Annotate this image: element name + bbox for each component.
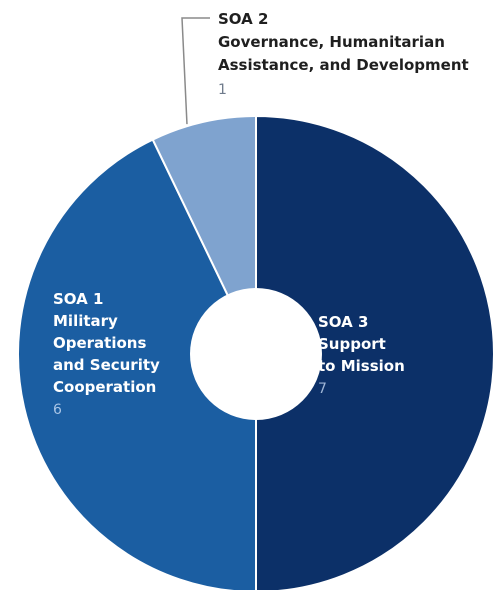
soa1-name-line-4: Cooperation xyxy=(53,378,156,396)
soa2-name-line-1: Governance, Humanitarian xyxy=(218,33,445,51)
soa3-name-line-1: Support xyxy=(318,335,386,353)
soa1-code-label: SOA 1 xyxy=(53,290,103,308)
soa3-value-label: 7 xyxy=(318,381,327,397)
soa1-name-line-2: Operations xyxy=(53,334,146,352)
soa2-code-label: SOA 2 xyxy=(218,10,268,28)
soa2-value-label: 1 xyxy=(218,82,227,98)
soa1-name-line-3: and Security xyxy=(53,356,160,374)
slice-soa1 xyxy=(17,138,257,590)
soa3-code-label: SOA 3 xyxy=(318,313,368,331)
slice-soa3 xyxy=(255,114,495,590)
soa3-name-line-2: to Mission xyxy=(318,357,405,375)
soa1-value-label: 6 xyxy=(53,402,62,418)
soa1-name-line-1: Military xyxy=(53,312,118,330)
soa2-name-line-2: Assistance, and Development xyxy=(218,56,469,74)
donut-hole xyxy=(190,288,322,420)
slices-group xyxy=(17,114,495,590)
soa2-leader-line xyxy=(181,17,210,125)
